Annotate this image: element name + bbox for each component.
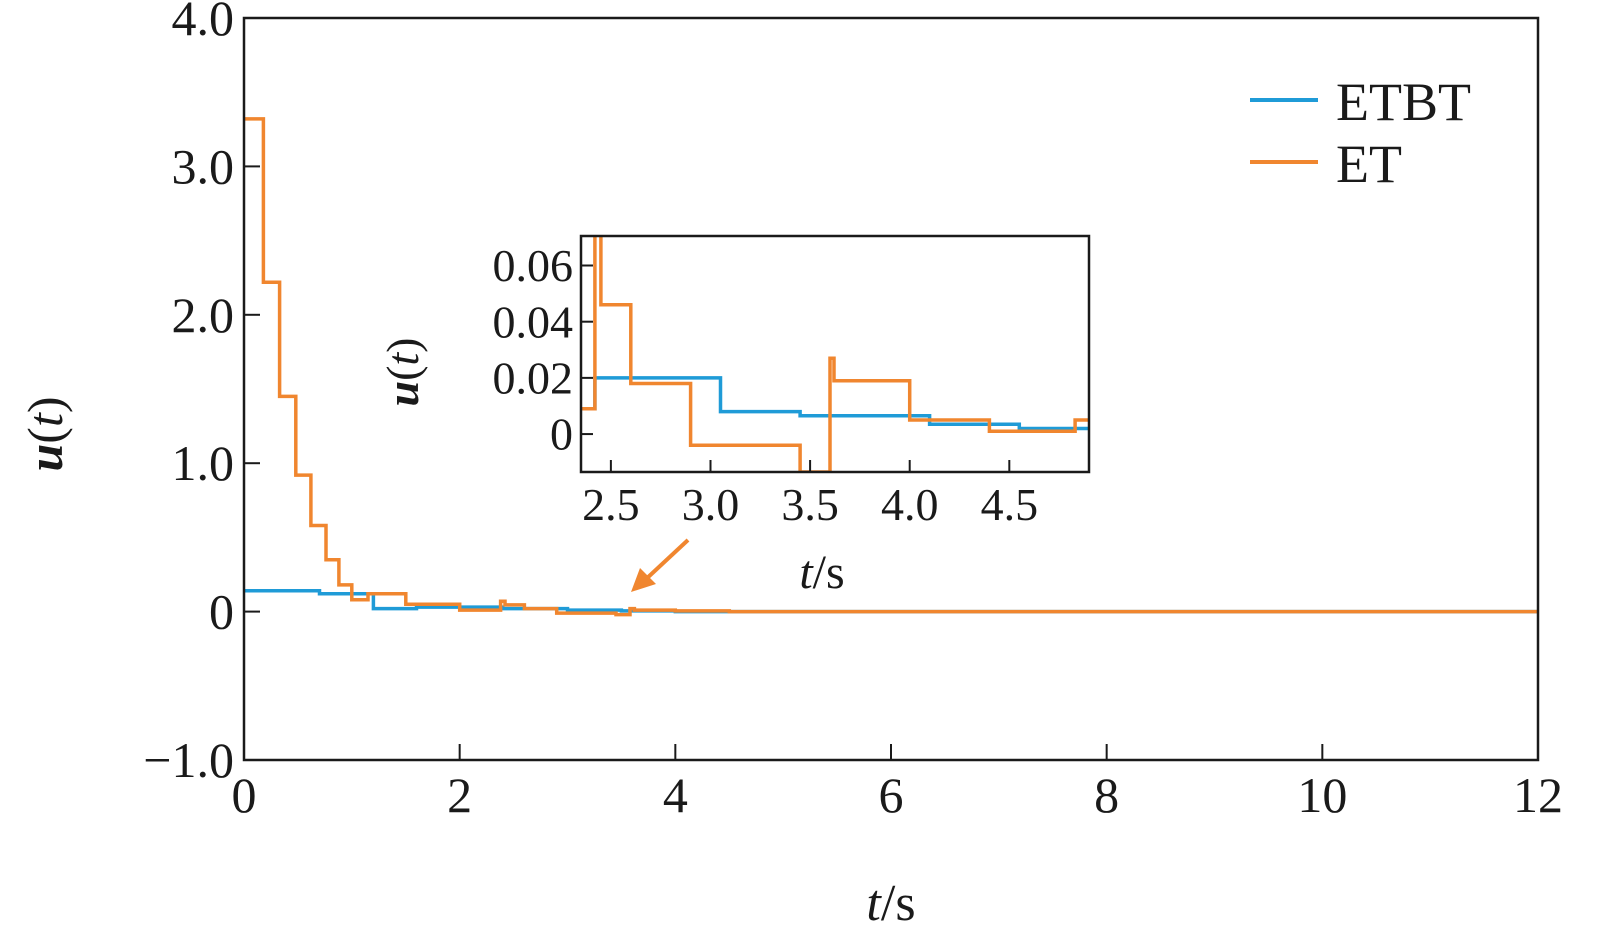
main-y-tick-label: 4.0: [172, 0, 235, 46]
inset-x-axis-sep: /: [813, 546, 827, 599]
main-x-tick-label: 4: [663, 767, 688, 823]
legend-label-etbt: ETBT: [1336, 72, 1471, 132]
main-x-tick-label: 12: [1513, 767, 1563, 823]
inset-y-axis-close: ): [377, 337, 428, 352]
main-x-axis-unit: s: [895, 875, 915, 932]
inset-x-tick-label: 4.5: [981, 479, 1039, 530]
inset-series-line-et: [581, 236, 1089, 472]
main-series-layer: [244, 117, 1538, 617]
inset-y-axis-arg: t: [377, 352, 428, 366]
inset-x-tick-label: 2.5: [582, 479, 640, 530]
inset-x-tick-label: 4.0: [881, 479, 939, 530]
main-x-tick-label: 8: [1094, 767, 1119, 823]
inset-x-tick-label: 3.0: [682, 479, 740, 530]
inset-y-axis-title: u(t): [377, 337, 428, 406]
arrow-head: [631, 568, 656, 592]
inset-x-tick-label: 3.5: [781, 479, 839, 530]
main-x-ticks: 0 2 4 6 8 10 12: [232, 744, 1563, 823]
main-x-axis-sep: /: [881, 875, 896, 932]
inset-plot: 2.5 3.0 3.5 4.0 4.5 00.020.040.06 t/s u(t): [377, 234, 1091, 599]
main-x-axis-title: t/s: [866, 875, 915, 932]
inset-y-axis-var: u: [377, 381, 428, 407]
callout-arrow: [631, 538, 690, 592]
arrow-shaft: [643, 538, 690, 582]
main-y-tick-label: 2.0: [172, 287, 235, 343]
legend-label-et: ET: [1336, 134, 1402, 194]
inset-y-tick-label: 0: [550, 409, 573, 460]
main-x-axis-var: t: [866, 875, 882, 932]
inset-plot-frame: [579, 234, 1091, 474]
inset-y-tick-label: 0.02: [493, 353, 574, 404]
main-y-axis-open: (: [17, 427, 73, 444]
legend: ETBT ET: [1250, 72, 1471, 194]
inset-x-ticks: 2.5 3.0 3.5 4.0 4.5: [582, 460, 1038, 530]
inset-x-axis-title: t/s: [799, 546, 844, 599]
inset-x-axis-var: t: [799, 546, 814, 599]
main-y-tick-label: 0: [209, 584, 234, 640]
inset-y-tick-label: 0.04: [493, 296, 574, 347]
main-y-axis-var: u: [17, 444, 73, 472]
inset-background: [581, 236, 1089, 472]
main-y-axis-arg: t: [17, 412, 73, 427]
main-y-tick-label: −1.0: [143, 732, 234, 788]
main-x-tick-label: 10: [1297, 767, 1347, 823]
main-y-tick-label: 1.0: [172, 435, 235, 491]
inset-y-tick-label: 0.06: [493, 240, 574, 291]
inset-x-axis-unit: s: [826, 546, 845, 599]
inset-y-ticks: 00.02 0.040.06: [493, 240, 593, 460]
main-y-axis-close: ): [17, 396, 73, 413]
inset-y-axis-open: (: [377, 366, 428, 381]
main-series-line-etbt: [244, 589, 1538, 614]
main-x-tick-label: 2: [447, 767, 472, 823]
main-series-line-et: [244, 117, 1538, 617]
main-y-axis-title: u(t): [17, 396, 73, 471]
main-x-tick-label: 6: [879, 767, 904, 823]
inset-series-layer: [581, 236, 1089, 472]
main-y-ticks: −1.0 0 1.0 2.0 3.0 4.0: [143, 0, 260, 788]
main-plot: 0 2 4 6 8 10 12 −1.001.02.03.04.0 t/s u(t): [17, 0, 1563, 932]
main-y-tick-label: 3.0: [172, 138, 235, 194]
main-x-tick-label: 0: [232, 767, 257, 823]
